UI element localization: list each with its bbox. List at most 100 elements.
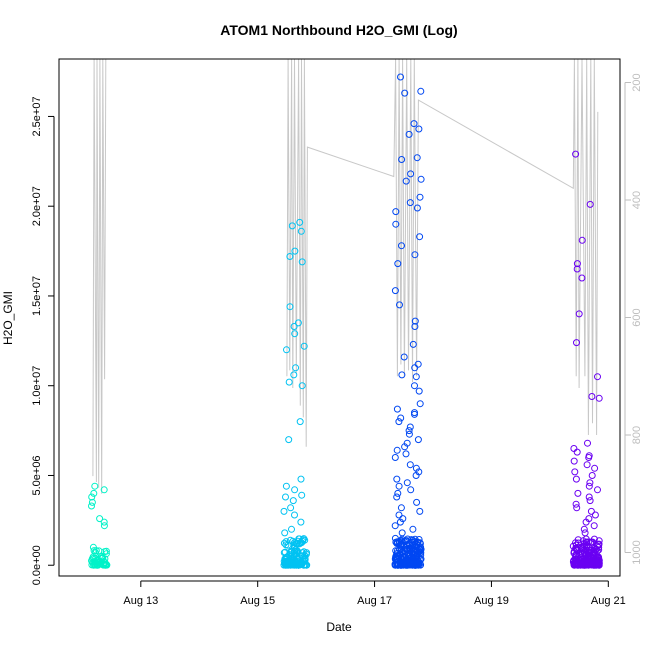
data-point (401, 89, 409, 97)
data-point (412, 373, 420, 381)
y-tick-label: 5.0e+06 (31, 455, 43, 495)
data-point (88, 498, 96, 506)
data-point (572, 552, 579, 560)
data-point (594, 373, 601, 381)
data-point (287, 557, 295, 565)
data-point (405, 427, 413, 435)
x-tick-label: Aug 19 (474, 595, 509, 607)
data-point (291, 247, 299, 255)
data-point (391, 454, 399, 461)
data-point (291, 330, 299, 338)
data-point (573, 545, 581, 552)
data-point (90, 489, 98, 497)
y-tick-label: 1.0e+07 (31, 366, 43, 406)
data-point (588, 472, 596, 479)
data-point (292, 555, 300, 562)
x-tick-label: Aug 13 (123, 595, 158, 607)
data-point (283, 346, 290, 354)
data-point (416, 233, 424, 241)
data-point (585, 454, 593, 461)
data-point (398, 156, 406, 163)
data-point (394, 260, 402, 268)
data-point (282, 538, 290, 546)
data-point (298, 258, 306, 266)
data-point (301, 555, 309, 563)
data-point (297, 475, 305, 483)
data-point (572, 150, 580, 158)
y2-tick-label: 200 (631, 73, 643, 91)
y-axis-label: H2O_GMI (1, 291, 15, 345)
data-point (416, 400, 424, 408)
data-point (291, 539, 298, 547)
data-point (391, 555, 399, 563)
data-point (413, 154, 421, 162)
data-point (414, 360, 422, 368)
chart-title: ATOM1 Northbound H2O_GMI (Log) (220, 22, 457, 38)
data-point (282, 559, 290, 567)
data-point (100, 486, 108, 494)
data-point (395, 482, 403, 490)
data-point (285, 436, 293, 444)
data-point (93, 561, 101, 569)
data-point (298, 491, 306, 499)
data-point (579, 560, 587, 568)
data-point (571, 468, 579, 476)
data-point (291, 544, 299, 552)
data-point (394, 489, 402, 497)
data-point (583, 538, 591, 546)
data-point (590, 535, 598, 543)
data-point (293, 552, 301, 560)
data-point (300, 342, 308, 350)
data-point (297, 518, 305, 526)
y-tick-label: 1.5e+07 (31, 276, 43, 316)
data-point (411, 382, 418, 390)
data-point (407, 486, 415, 494)
data-point (393, 493, 401, 501)
data-point (296, 418, 304, 426)
data-point (300, 535, 308, 543)
data-point (417, 175, 425, 183)
data-point (288, 222, 296, 230)
x-axis-label: Date (326, 620, 352, 634)
y2-tick-label: 800 (631, 426, 643, 444)
data-point (395, 511, 403, 519)
pressure-overlay (92, 58, 599, 494)
data-point (401, 443, 409, 451)
data-point (288, 525, 295, 533)
data-point (402, 450, 410, 458)
data-points (88, 73, 603, 569)
data-point (101, 555, 109, 563)
data-point (406, 461, 414, 469)
data-point (572, 541, 580, 549)
data-point (406, 199, 414, 207)
y2-tick-label: 400 (631, 191, 643, 209)
data-point (581, 529, 589, 537)
data-point (415, 125, 423, 133)
data-point (399, 515, 407, 523)
data-point (102, 550, 110, 558)
data-point (282, 493, 289, 501)
data-point (586, 497, 594, 505)
data-point (411, 410, 418, 418)
data-point (291, 511, 298, 519)
data-point (95, 547, 103, 555)
data-point (392, 208, 400, 216)
data-point (280, 507, 288, 515)
data-point (411, 364, 419, 372)
data-point (393, 405, 401, 413)
data-point (296, 561, 304, 569)
data-point (574, 489, 582, 497)
data-point (586, 479, 594, 487)
data-point (393, 475, 401, 483)
data-point (595, 394, 603, 402)
data-point (88, 493, 96, 501)
data-point (413, 498, 421, 506)
data-point (398, 242, 405, 250)
data-point (590, 553, 597, 561)
data-point (409, 561, 417, 569)
data-point (391, 522, 399, 530)
data-point (578, 274, 586, 282)
data-point (590, 522, 598, 530)
data-point (294, 319, 302, 327)
data-point (584, 561, 592, 568)
